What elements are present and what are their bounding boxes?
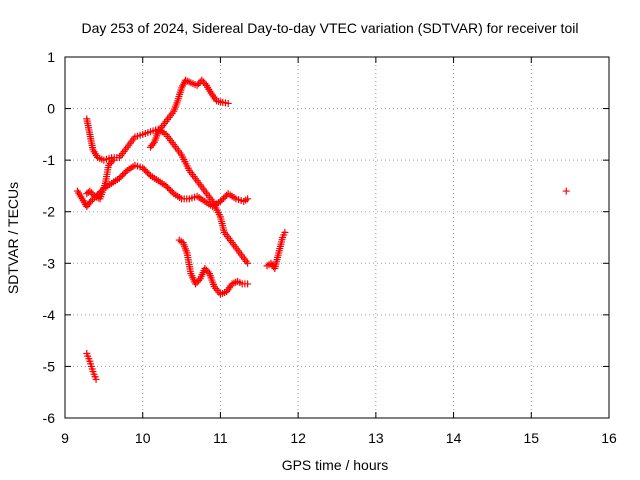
x-tick-label: 12: [290, 430, 306, 446]
y-tick-label: 0: [47, 101, 55, 117]
y-tick-label: -1: [43, 152, 56, 168]
grid-lines: [65, 57, 609, 418]
data-point: [202, 266, 210, 274]
data-point: [105, 161, 113, 169]
data-point: [119, 171, 127, 179]
data-point: [562, 187, 570, 195]
data-point: [244, 280, 252, 288]
data-point: [142, 167, 150, 175]
data-point: [149, 140, 157, 148]
data-point: [92, 375, 100, 383]
data-point: [109, 156, 117, 164]
data-point: [201, 264, 209, 272]
data-point: [117, 173, 125, 181]
data-point: [115, 174, 123, 182]
y-tick-label: -6: [43, 410, 56, 426]
x-axis-label: GPS time / hours: [282, 457, 389, 473]
x-tick-label: 11: [213, 430, 228, 446]
data-point: [139, 164, 147, 172]
data-point: [108, 158, 116, 166]
data-points: [73, 76, 570, 383]
data-point: [106, 160, 114, 168]
data-point: [143, 169, 151, 177]
data-point: [192, 280, 200, 288]
data-point: [193, 278, 201, 286]
data-point: [165, 185, 173, 193]
data-point: [164, 183, 172, 191]
data-point: [167, 187, 175, 195]
data-point: [201, 80, 209, 88]
x-tick-label: 13: [368, 430, 384, 446]
data-point: [216, 197, 224, 205]
data-point: [204, 268, 212, 276]
y-tick-label: 1: [47, 49, 55, 65]
data-point: [244, 195, 252, 203]
data-point: [193, 81, 201, 89]
data-point: [244, 259, 252, 267]
data-point: [87, 189, 95, 197]
data-point: [140, 165, 148, 173]
data-point: [195, 276, 203, 284]
plot-frame: [64, 56, 610, 419]
y-axis-label: SDTVAR / TECUs: [5, 182, 21, 294]
y-tick-label: -2: [43, 204, 56, 220]
x-tick-label: 9: [61, 430, 69, 446]
data-point: [224, 99, 232, 107]
data-point: [162, 182, 170, 190]
data-point: [86, 187, 94, 195]
y-tick-label: -5: [43, 358, 56, 374]
chart-title: Day 253 of 2024, Sidereal Day-to-day VTE…: [82, 20, 579, 36]
data-point: [85, 199, 93, 207]
y-tick-label: -3: [43, 255, 56, 271]
y-tick-label: -4: [43, 307, 56, 323]
x-tick-label: 10: [135, 430, 151, 446]
data-point: [199, 78, 207, 86]
x-tick-label: 15: [523, 430, 539, 446]
data-point: [221, 193, 229, 201]
x-tick-label: 14: [446, 430, 462, 446]
data-point: [120, 170, 128, 178]
data-point: [195, 80, 203, 88]
data-point: [281, 228, 289, 236]
x-tick-label: 16: [601, 430, 617, 446]
data-point: [220, 194, 228, 202]
data-point: [218, 196, 226, 204]
data-point: [198, 76, 206, 84]
